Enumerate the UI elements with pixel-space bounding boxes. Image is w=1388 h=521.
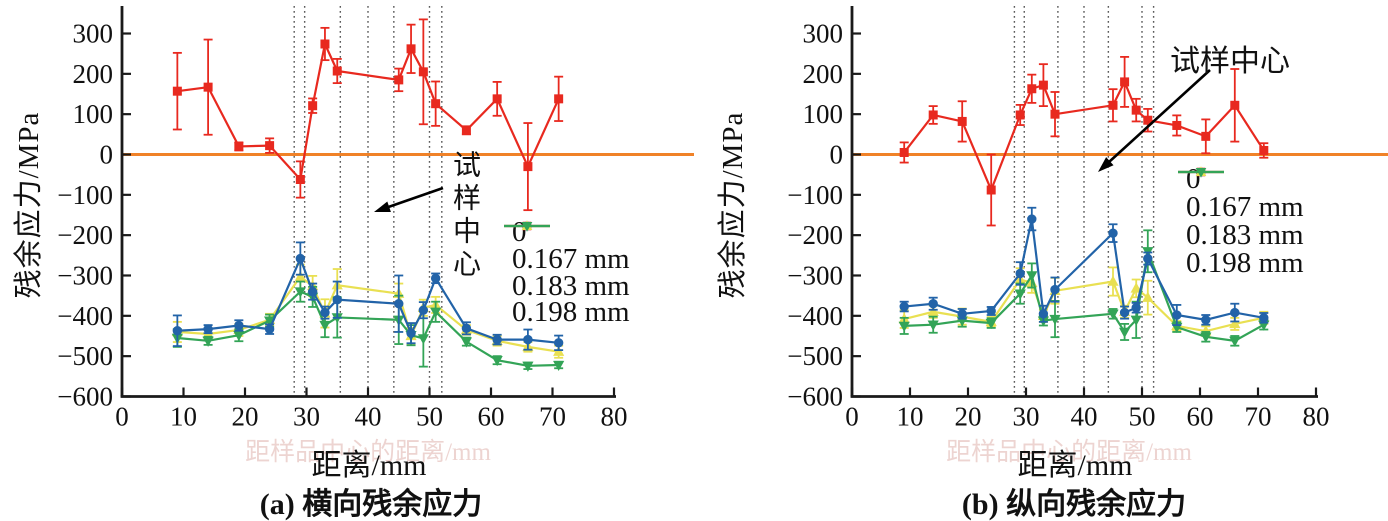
svg-text:30: 30 (293, 402, 320, 432)
svg-text:50: 50 (1129, 402, 1156, 432)
svg-text:−500: −500 (57, 341, 113, 371)
svg-text:10: 10 (170, 402, 197, 432)
legend-label: 0.198 mm (512, 296, 630, 329)
annotation-arrow (1098, 69, 1211, 172)
svg-text:40: 40 (355, 402, 382, 432)
legend-item-0.198mm: 0.198 mm (1178, 168, 1304, 279)
series-0 (899, 56, 1269, 227)
svg-text:−400: −400 (57, 301, 113, 331)
series-0 (172, 18, 564, 212)
chart-a-watermark-ghost: 距样品中心的距离/mm (245, 439, 491, 466)
svg-text:20: 20 (232, 402, 259, 432)
svg-text:300: 300 (803, 19, 844, 49)
svg-text:100: 100 (803, 99, 844, 129)
svg-text:70: 70 (539, 402, 566, 432)
svg-text:−600: −600 (787, 381, 843, 411)
svg-text:60: 60 (478, 402, 505, 432)
svg-text:−600: −600 (57, 381, 113, 411)
chart-a-transverse: 0 10 20 30 40 50 60 70 80 300 200 100 0 −100 −200 −300 −… (13, 6, 694, 521)
legend-item-0.183mm: 0.183 mm (1178, 166, 1304, 251)
chart-b-longitudinal: 0 10 20 30 40 50 60 70 80 300 200 100 0 −100 −200 −300 −… (694, 0, 1388, 521)
svg-text:0: 0 (115, 402, 129, 432)
svg-text:−500: −500 (787, 341, 843, 371)
svg-text:−200: −200 (787, 220, 843, 250)
svg-text:20: 20 (955, 402, 982, 432)
svg-text:−400: −400 (787, 301, 843, 331)
svg-text:−300: −300 (787, 260, 843, 290)
chart-b-legend: 0 0.167 mm 0.183 mm 0.198 mm (1178, 164, 1304, 279)
svg-text:0: 0 (100, 140, 114, 170)
svg-text:0: 0 (845, 402, 859, 432)
legend-label: 0.167 mm (512, 242, 630, 275)
chart-b-y-axis-title: 残余应力/MPa (717, 111, 749, 299)
legend-label: 0.198 mm (1186, 246, 1304, 279)
svg-text:100: 100 (73, 99, 114, 129)
x-axis-ticks: 0 10 20 30 40 50 60 70 80 (115, 387, 628, 432)
legend-item-0.167mm: 0.167 mm (1178, 167, 1304, 223)
svg-text:−100: −100 (57, 180, 113, 210)
chart-a-plot-svg: 0 10 20 30 40 50 60 70 80 300 200 100 0 −100 −200 −300 −… (57, 6, 694, 432)
y-axis-ticks: 300 200 100 0 −100 −200 −300 −400 −500 −600 (57, 19, 131, 411)
chart-a-y-axis-title: 残余应力/MPa (13, 111, 45, 299)
svg-text:80: 80 (1303, 402, 1330, 432)
chart-a-caption: (a) 横向残余应力 (259, 488, 483, 521)
legend-label: 0.183 mm (1186, 218, 1304, 251)
svg-text:50: 50 (416, 402, 443, 432)
chart-b-x-axis-title: 距离/mm (1017, 449, 1133, 482)
series-0.198mm (898, 229, 1270, 347)
series-0.167mm (899, 206, 1269, 326)
svg-text:−200: −200 (57, 220, 113, 250)
chart-a-annotation-specimen-center: 试样中心 (449, 150, 480, 282)
legend-item-0.167mm: 0.167 mm (504, 221, 630, 275)
legend-marker-triangle-down (504, 222, 550, 232)
chart-b-watermark-ghost: 距样品中心的距离/mm (946, 439, 1192, 466)
legend-item-0.198mm: 0.198 mm (504, 222, 630, 329)
chart-b-caption: (b) 纵向残余应力 (961, 488, 1187, 521)
svg-text:300: 300 (73, 19, 114, 49)
chart-a-x-axis-title: 距离/mm (311, 449, 427, 482)
legend-label: 0.183 mm (512, 269, 630, 302)
svg-text:0: 0 (830, 140, 844, 170)
chart-b-plot-svg: 0 10 20 30 40 50 60 70 80 300 200 100 0 −100 −200 −300 −… (787, 6, 1388, 432)
svg-text:40: 40 (1071, 402, 1098, 432)
svg-text:200: 200 (73, 59, 114, 89)
y-axis-ticks: 300 200 100 0 −100 −200 −300 −400 −500 −600 (787, 19, 861, 411)
svg-text:30: 30 (1013, 402, 1040, 432)
svg-text:−300: −300 (57, 260, 113, 290)
legend-label: 0.167 mm (1186, 190, 1304, 223)
series-0.167mm (172, 241, 564, 352)
svg-text:60: 60 (1187, 402, 1214, 432)
svg-text:−100: −100 (787, 180, 843, 210)
svg-text:70: 70 (1245, 402, 1272, 432)
svg-text:200: 200 (803, 59, 844, 89)
chart-a-legend: 0 0.167 mm 0.183 mm 0.198 mm (504, 217, 630, 329)
svg-text:80: 80 (601, 402, 628, 432)
annotation-arrow (374, 186, 444, 212)
legend-marker-triangle-down (1178, 168, 1224, 178)
reference-lines (1013, 6, 1155, 397)
chart-b-annotation-specimen-center: 试样中心 (1170, 45, 1290, 78)
svg-text:10: 10 (897, 402, 924, 432)
x-axis-ticks: 0 10 20 30 40 50 60 70 80 (845, 387, 1330, 432)
